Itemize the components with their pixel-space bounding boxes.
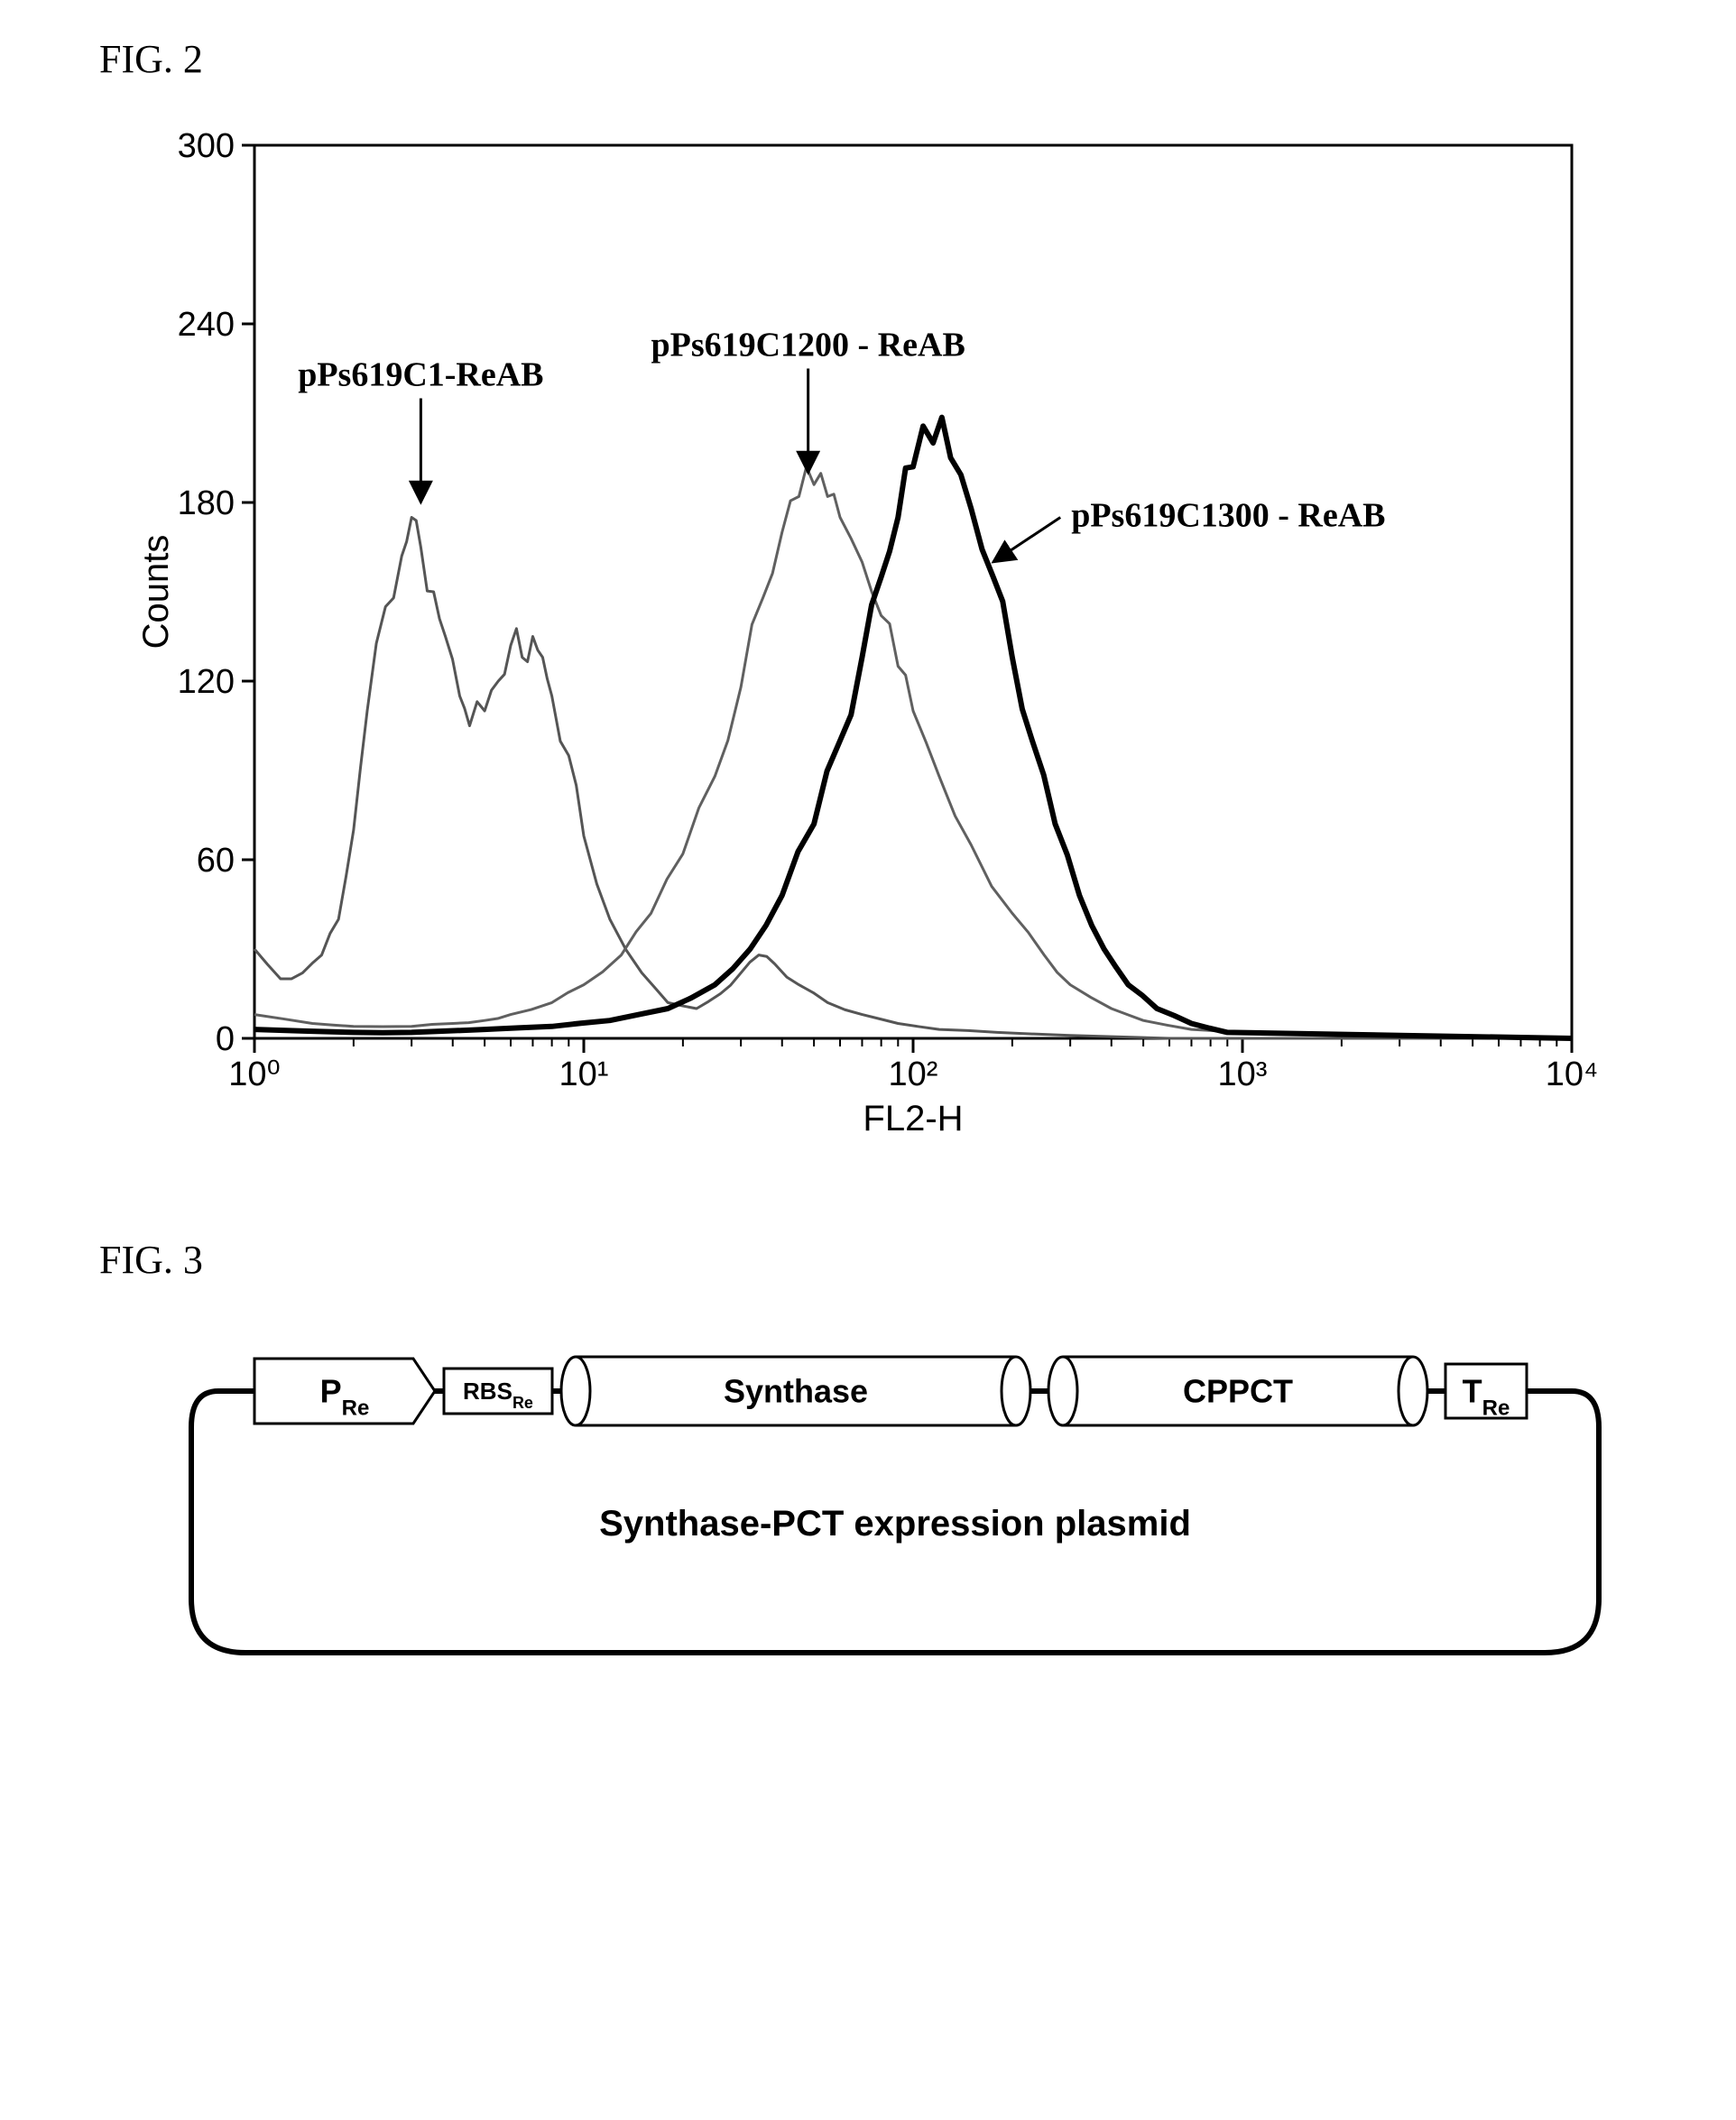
svg-text:pPs619C1300 - ReAB: pPs619C1300 - ReAB [1071, 497, 1385, 535]
svg-text:0: 0 [216, 1020, 235, 1058]
svg-text:10³: 10³ [1218, 1055, 1268, 1093]
svg-text:240: 240 [178, 306, 235, 344]
svg-text:180: 180 [178, 484, 235, 522]
svg-text:60: 60 [197, 842, 235, 880]
figure-3-container: Synthase-PCT expression plasmidPReRBSReS… [90, 1310, 1646, 1689]
svg-text:pPs619C1-ReAB: pPs619C1-ReAB [298, 356, 543, 394]
figure-2-container: 0 60 120 180 240 300 10⁰ 10¹ 10² 10³ 10⁴ FL2-H Count… [90, 109, 1646, 1147]
svg-text:10²: 10² [889, 1055, 938, 1093]
svg-text:10⁴: 10⁴ [1546, 1055, 1599, 1093]
figure-3-label: FIG. 3 [99, 1237, 1646, 1283]
svg-text:120: 120 [178, 663, 235, 701]
svg-text:300: 300 [178, 127, 235, 165]
svg-text:Synthase-PCT expression plasmi: Synthase-PCT expression plasmid [599, 1504, 1191, 1544]
svg-text:pPs619C1200 - ReAB: pPs619C1200 - ReAB [651, 327, 965, 364]
svg-text:10⁰: 10⁰ [228, 1055, 281, 1093]
svg-text:Synthase: Synthase [724, 1373, 868, 1410]
figure-2-label: FIG. 2 [99, 36, 1646, 82]
svg-text:FL2-H: FL2-H [863, 1099, 963, 1138]
svg-text:CPPCT: CPPCT [1183, 1373, 1293, 1410]
svg-text:Counts: Counts [136, 535, 176, 650]
flow-cytometry-chart: 0 60 120 180 240 300 10⁰ 10¹ 10² 10³ 10⁴ FL2-H Count… [128, 109, 1608, 1147]
svg-text:10¹: 10¹ [559, 1055, 609, 1093]
plasmid-diagram: Synthase-PCT expression plasmidPReRBSReS… [128, 1310, 1608, 1689]
